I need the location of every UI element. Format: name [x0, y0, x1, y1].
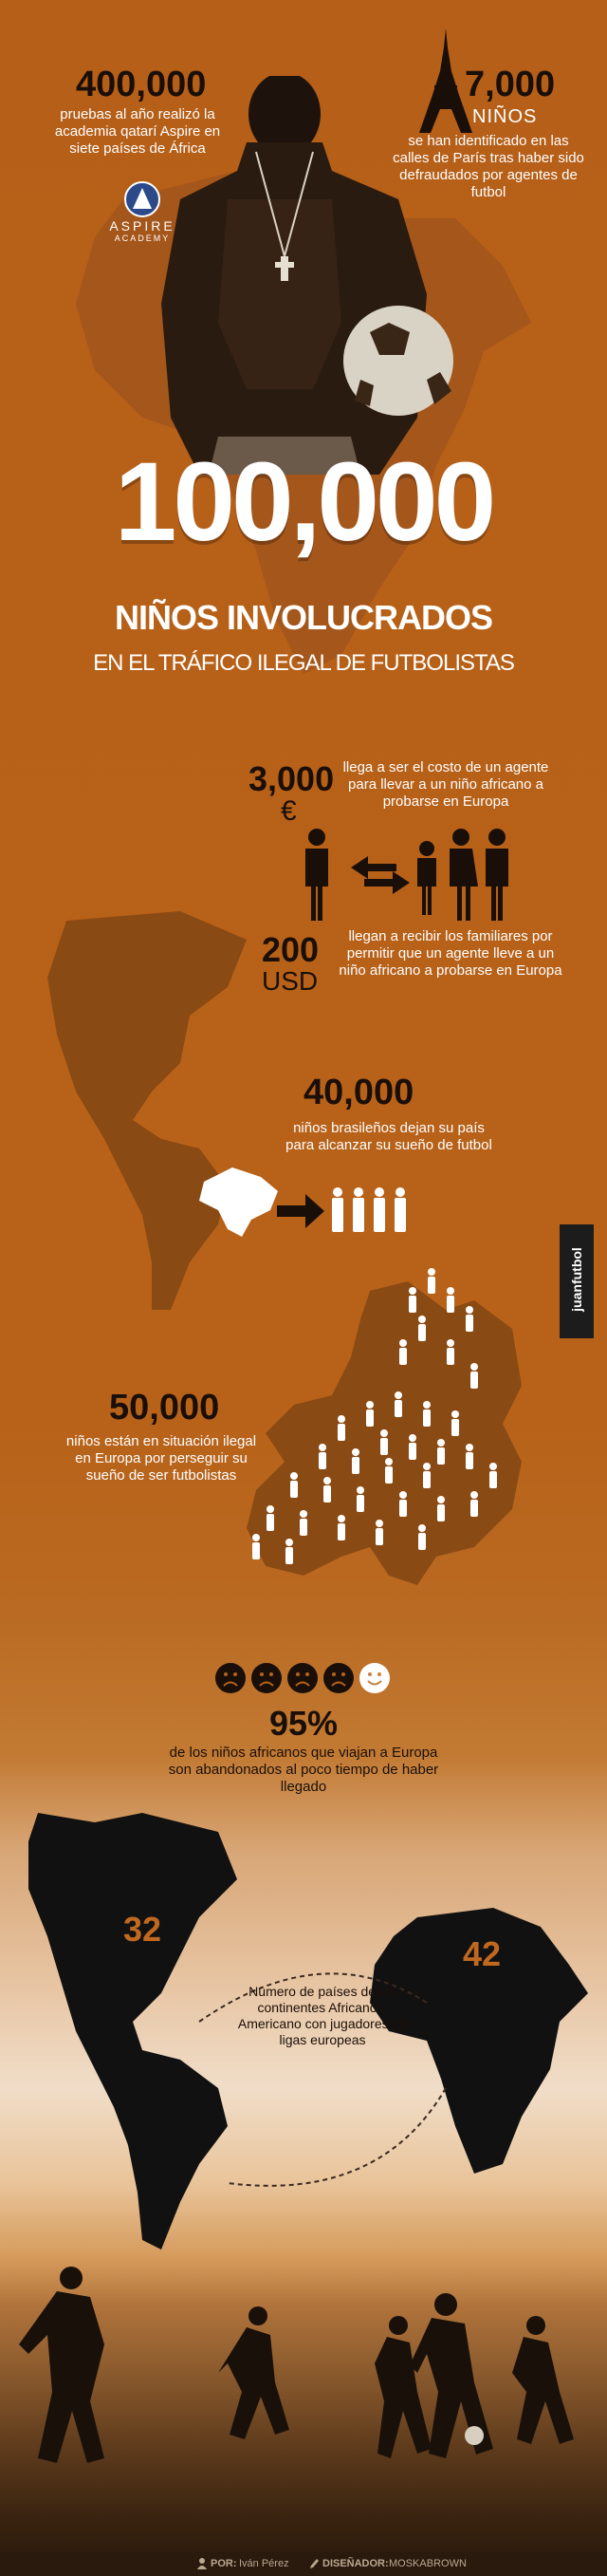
europe-number: 50,000: [109, 1388, 220, 1428]
europe-text: niños están en situación ilegal en Europ…: [65, 1433, 257, 1484]
user-icon: [197, 2558, 207, 2569]
stat-number-400000: 400,000: [76, 65, 207, 104]
footer-by-label: POR:: [211, 2558, 237, 2569]
footer-design-name: MOSKABROWN: [389, 2558, 467, 2569]
stat-text-paris: se han identificado en las calles de Par…: [393, 133, 584, 200]
boy-with-ball-photo: [161, 76, 453, 475]
brazil-number: 40,000: [304, 1073, 414, 1112]
aspire-emblem-icon: [124, 181, 160, 217]
europe-children-icons: [252, 1268, 497, 1564]
footer-by-name: Iván Pérez: [239, 2558, 289, 2569]
family-pay-amount: 200: [262, 930, 320, 969]
headline-line1: NIÑOS INVOLUCRADOS: [114, 598, 493, 637]
footer-design-label: DISEÑADOR:: [322, 2558, 389, 2569]
footer-credits: POR: Iván Pérez DISEÑADOR: MOSKABROWN: [0, 2551, 607, 2576]
abandoned-faces-icons: [215, 1663, 390, 1693]
family-pay-currency: USD: [262, 966, 319, 996]
side-brand-tab: juanfutbol: [560, 1224, 594, 1338]
brazil-text: niños brasileños dejan su país para alca…: [285, 1120, 492, 1153]
pencil-icon: [309, 2558, 319, 2569]
stat-unit-ninos: NIÑOS: [472, 106, 538, 127]
players-sunset-photo: [19, 2267, 574, 2463]
aspire-logo-name: ASPIRE: [109, 218, 175, 233]
abandoned-text: de los niños africanos que viajan a Euro…: [168, 1745, 439, 1795]
family-pay-text: llegan a recibir los familiares por perm…: [339, 928, 562, 979]
eiffel-tower-icon: [419, 28, 472, 133]
agent-cost-currency: €: [281, 795, 297, 827]
americas-africa-map: [28, 1813, 588, 2249]
stat-number-7000: 7,000: [465, 65, 556, 104]
migration-arrow-icon: [277, 1194, 324, 1228]
abandoned-number: 95%: [268, 1704, 339, 1743]
agent-cost-amount: 3,000: [248, 759, 335, 798]
headline-number: 100,000: [114, 439, 497, 565]
stat-text-aspire: pruebas al año realizó la academia qatar…: [54, 106, 221, 157]
agent-family-exchange-icon: [305, 829, 508, 921]
aspire-logo-sub: ACADEMY: [114, 233, 171, 243]
countries-africa-number: 42: [463, 1934, 502, 1973]
side-brand-label: juanfutbol: [569, 1247, 584, 1312]
agent-cost-text: llega a ser el costo de un agente para l…: [342, 759, 549, 810]
brazil-children-icons: [332, 1187, 406, 1232]
countries-text: Número de países de los continentes Afri…: [237, 1984, 408, 2047]
aspire-logo: ASPIRE ACADEMY: [95, 180, 190, 243]
countries-americas-number: 32: [123, 1910, 162, 1949]
americas-map: [47, 911, 247, 1310]
brazil-map-icon: [199, 1167, 278, 1237]
headline-line2: EN EL TRÁFICO ILEGAL DE FUTBOLISTAS: [93, 650, 515, 676]
